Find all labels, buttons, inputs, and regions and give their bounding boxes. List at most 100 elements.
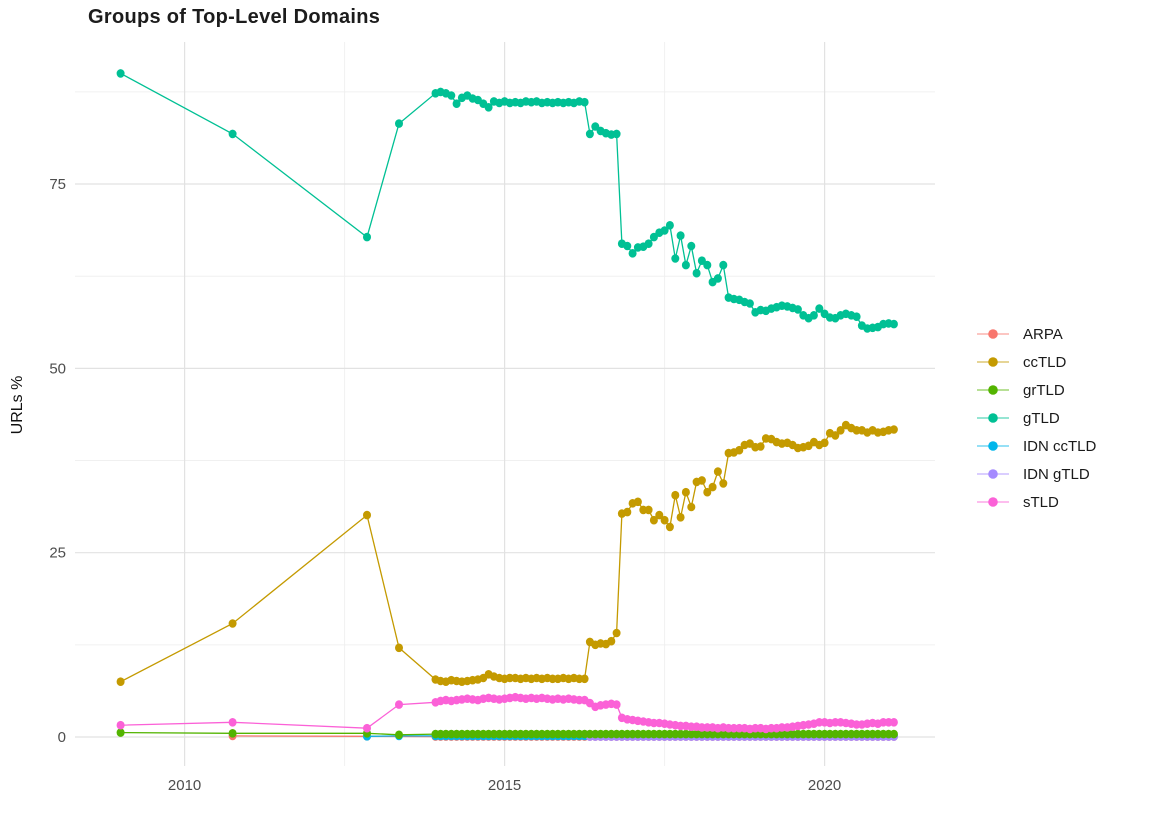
data-point-stld <box>889 718 898 727</box>
data-point-gtld <box>660 226 669 235</box>
data-point-gtld <box>580 97 589 107</box>
y-tick-label-75: 75 <box>49 176 66 193</box>
data-point-cctld <box>655 510 664 520</box>
data-point-grtld <box>228 729 237 738</box>
data-point-cctld <box>676 513 685 522</box>
legend-item-gtld: gTLD <box>975 404 1096 432</box>
legend-label-arpa: ARPA <box>1023 325 1063 343</box>
legend-key-icon-arpa <box>977 329 1009 339</box>
legend-label-grtld: grTLD <box>1023 381 1065 399</box>
data-point-gtld <box>363 232 371 242</box>
legend-key-dot <box>988 385 998 395</box>
legend: ARPA ccTLD grTLD gTLD IDN ccTLD IDN gTLD sTLD <box>975 320 1096 516</box>
data-point-cctld <box>820 438 829 448</box>
data-point-cctld <box>687 502 696 512</box>
data-point-stld <box>116 720 125 730</box>
data-point-gtld <box>395 119 403 128</box>
x-tick-label-2015: 2015 <box>488 777 521 794</box>
data-point-cctld <box>671 490 680 500</box>
data-point-cctld <box>649 515 658 525</box>
data-point-cctld <box>228 619 237 628</box>
series-points-stld <box>116 692 898 734</box>
data-point-cctld <box>703 487 712 497</box>
legend-key-icon-idn-cctld <box>977 441 1009 451</box>
data-point-cctld <box>708 482 717 492</box>
x-tick-label-2010: 2010 <box>168 777 201 794</box>
data-point-gtld <box>692 268 701 278</box>
legend-key-dot <box>988 441 998 451</box>
data-point-stld <box>395 700 403 709</box>
data-point-cctld <box>623 507 632 517</box>
chart-title: Groups of Top-Level Domains <box>88 6 381 28</box>
data-point-gtld <box>687 241 696 251</box>
legend-label-cctld: ccTLD <box>1023 353 1067 371</box>
data-point-grtld <box>116 728 125 737</box>
data-point-gtld <box>452 99 461 108</box>
data-point-cctld <box>831 431 840 440</box>
data-point-gtld <box>815 304 824 313</box>
series-gtld <box>116 69 898 333</box>
gridlines-major <box>75 42 935 766</box>
legend-item-idn-cctld: IDN ccTLD <box>975 432 1096 460</box>
data-point-gtld <box>809 311 818 320</box>
data-point-gtld <box>681 260 690 270</box>
legend-key-icon-stld <box>977 497 1009 507</box>
data-point-cctld <box>713 467 722 476</box>
data-point-gtld <box>623 241 632 251</box>
legend-key-dot <box>988 329 998 339</box>
legend-label-idn-cctld: IDN ccTLD <box>1023 437 1097 455</box>
legend-item-stld: sTLD <box>975 488 1096 516</box>
data-point-gtld <box>719 260 728 270</box>
legend-label-gtld: gTLD <box>1023 409 1060 427</box>
data-point-cctld <box>697 476 706 485</box>
data-point-cctld <box>612 628 621 638</box>
data-point-cctld <box>889 425 898 434</box>
series-points-cctld <box>116 420 898 686</box>
legend-key-dot <box>988 497 998 507</box>
legend-item-arpa: ARPA <box>975 320 1096 348</box>
data-point-gtld <box>484 103 493 112</box>
data-point-gtld <box>447 91 456 100</box>
data-point-stld <box>612 700 621 709</box>
data-point-gtld <box>889 319 898 329</box>
legend-key-icon-idn-gtld <box>977 469 1009 479</box>
legend-label-stld: sTLD <box>1023 493 1059 511</box>
y-tick-label-50: 50 <box>49 360 66 377</box>
data-point-cctld <box>395 643 403 653</box>
legend-key-dot <box>988 469 998 479</box>
x-tick-label-2020: 2020 <box>808 777 841 794</box>
data-point-cctld <box>735 445 744 455</box>
data-point-gtld <box>671 254 680 263</box>
series-points-grtld <box>116 728 898 740</box>
legend-item-cctld: ccTLD <box>975 348 1096 376</box>
legend-item-grtld: grTLD <box>975 376 1096 404</box>
y-tick-label-25: 25 <box>49 545 66 562</box>
y-tick-label-0: 0 <box>58 729 66 746</box>
data-point-cctld <box>580 674 589 684</box>
data-point-gtld <box>793 305 802 314</box>
legend-key-dot <box>988 357 998 367</box>
data-point-cctld <box>681 487 690 497</box>
data-point-cctld <box>660 515 669 525</box>
series-grtld <box>116 728 898 740</box>
data-point-cctld <box>116 677 125 686</box>
data-point-cctld <box>719 479 728 488</box>
data-point-gtld <box>676 231 685 240</box>
data-point-gtld <box>852 312 861 322</box>
data-point-stld <box>228 718 237 727</box>
data-point-gtld <box>585 129 594 139</box>
data-point-cctld <box>836 426 845 435</box>
data-point-gtld <box>665 221 674 230</box>
data-point-grtld <box>889 729 898 739</box>
data-point-cctld <box>633 497 642 507</box>
data-point-grtld <box>395 730 403 740</box>
data-point-cctld <box>644 505 653 515</box>
legend-key-icon-grtld <box>977 385 1009 395</box>
data-point-cctld <box>665 522 674 532</box>
data-point-gtld <box>116 69 125 78</box>
data-point-gtld <box>644 239 653 248</box>
legend-key-icon-gtld <box>977 413 1009 423</box>
legend-label-idn-gtld: IDN gTLD <box>1023 465 1090 483</box>
data-point-gtld <box>703 260 712 270</box>
legend-key-dot <box>988 413 998 423</box>
